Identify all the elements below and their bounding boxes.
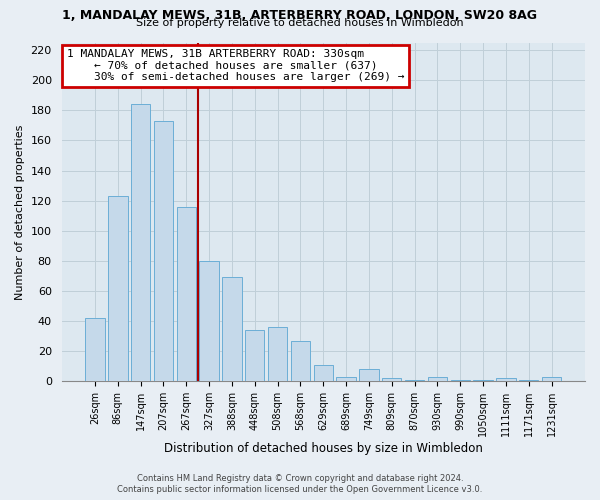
Bar xyxy=(473,380,493,382)
Bar xyxy=(382,378,401,382)
X-axis label: Distribution of detached houses by size in Wimbledon: Distribution of detached houses by size … xyxy=(164,442,483,455)
Bar xyxy=(222,278,242,382)
Y-axis label: Number of detached properties: Number of detached properties xyxy=(15,124,25,300)
Bar xyxy=(199,261,219,382)
Text: Size of property relative to detached houses in Wimbledon: Size of property relative to detached ho… xyxy=(136,18,464,28)
Text: 1 MANDALAY MEWS, 31B ARTERBERRY ROAD: 330sqm
    ← 70% of detached houses are sm: 1 MANDALAY MEWS, 31B ARTERBERRY ROAD: 33… xyxy=(67,50,404,82)
Bar xyxy=(451,380,470,382)
Bar xyxy=(428,377,447,382)
Bar xyxy=(542,377,561,382)
Text: Contains HM Land Registry data © Crown copyright and database right 2024.
Contai: Contains HM Land Registry data © Crown c… xyxy=(118,474,482,494)
Bar xyxy=(154,121,173,382)
Bar xyxy=(268,327,287,382)
Bar xyxy=(85,318,105,382)
Bar xyxy=(314,365,333,382)
Bar xyxy=(405,380,424,382)
Bar xyxy=(359,370,379,382)
Bar xyxy=(337,377,356,382)
Bar xyxy=(108,196,128,382)
Bar xyxy=(245,330,265,382)
Text: 1, MANDALAY MEWS, 31B, ARTERBERRY ROAD, LONDON, SW20 8AG: 1, MANDALAY MEWS, 31B, ARTERBERRY ROAD, … xyxy=(62,9,538,22)
Bar xyxy=(496,378,515,382)
Bar xyxy=(291,340,310,382)
Bar xyxy=(176,206,196,382)
Bar xyxy=(519,380,538,382)
Bar xyxy=(131,104,151,382)
